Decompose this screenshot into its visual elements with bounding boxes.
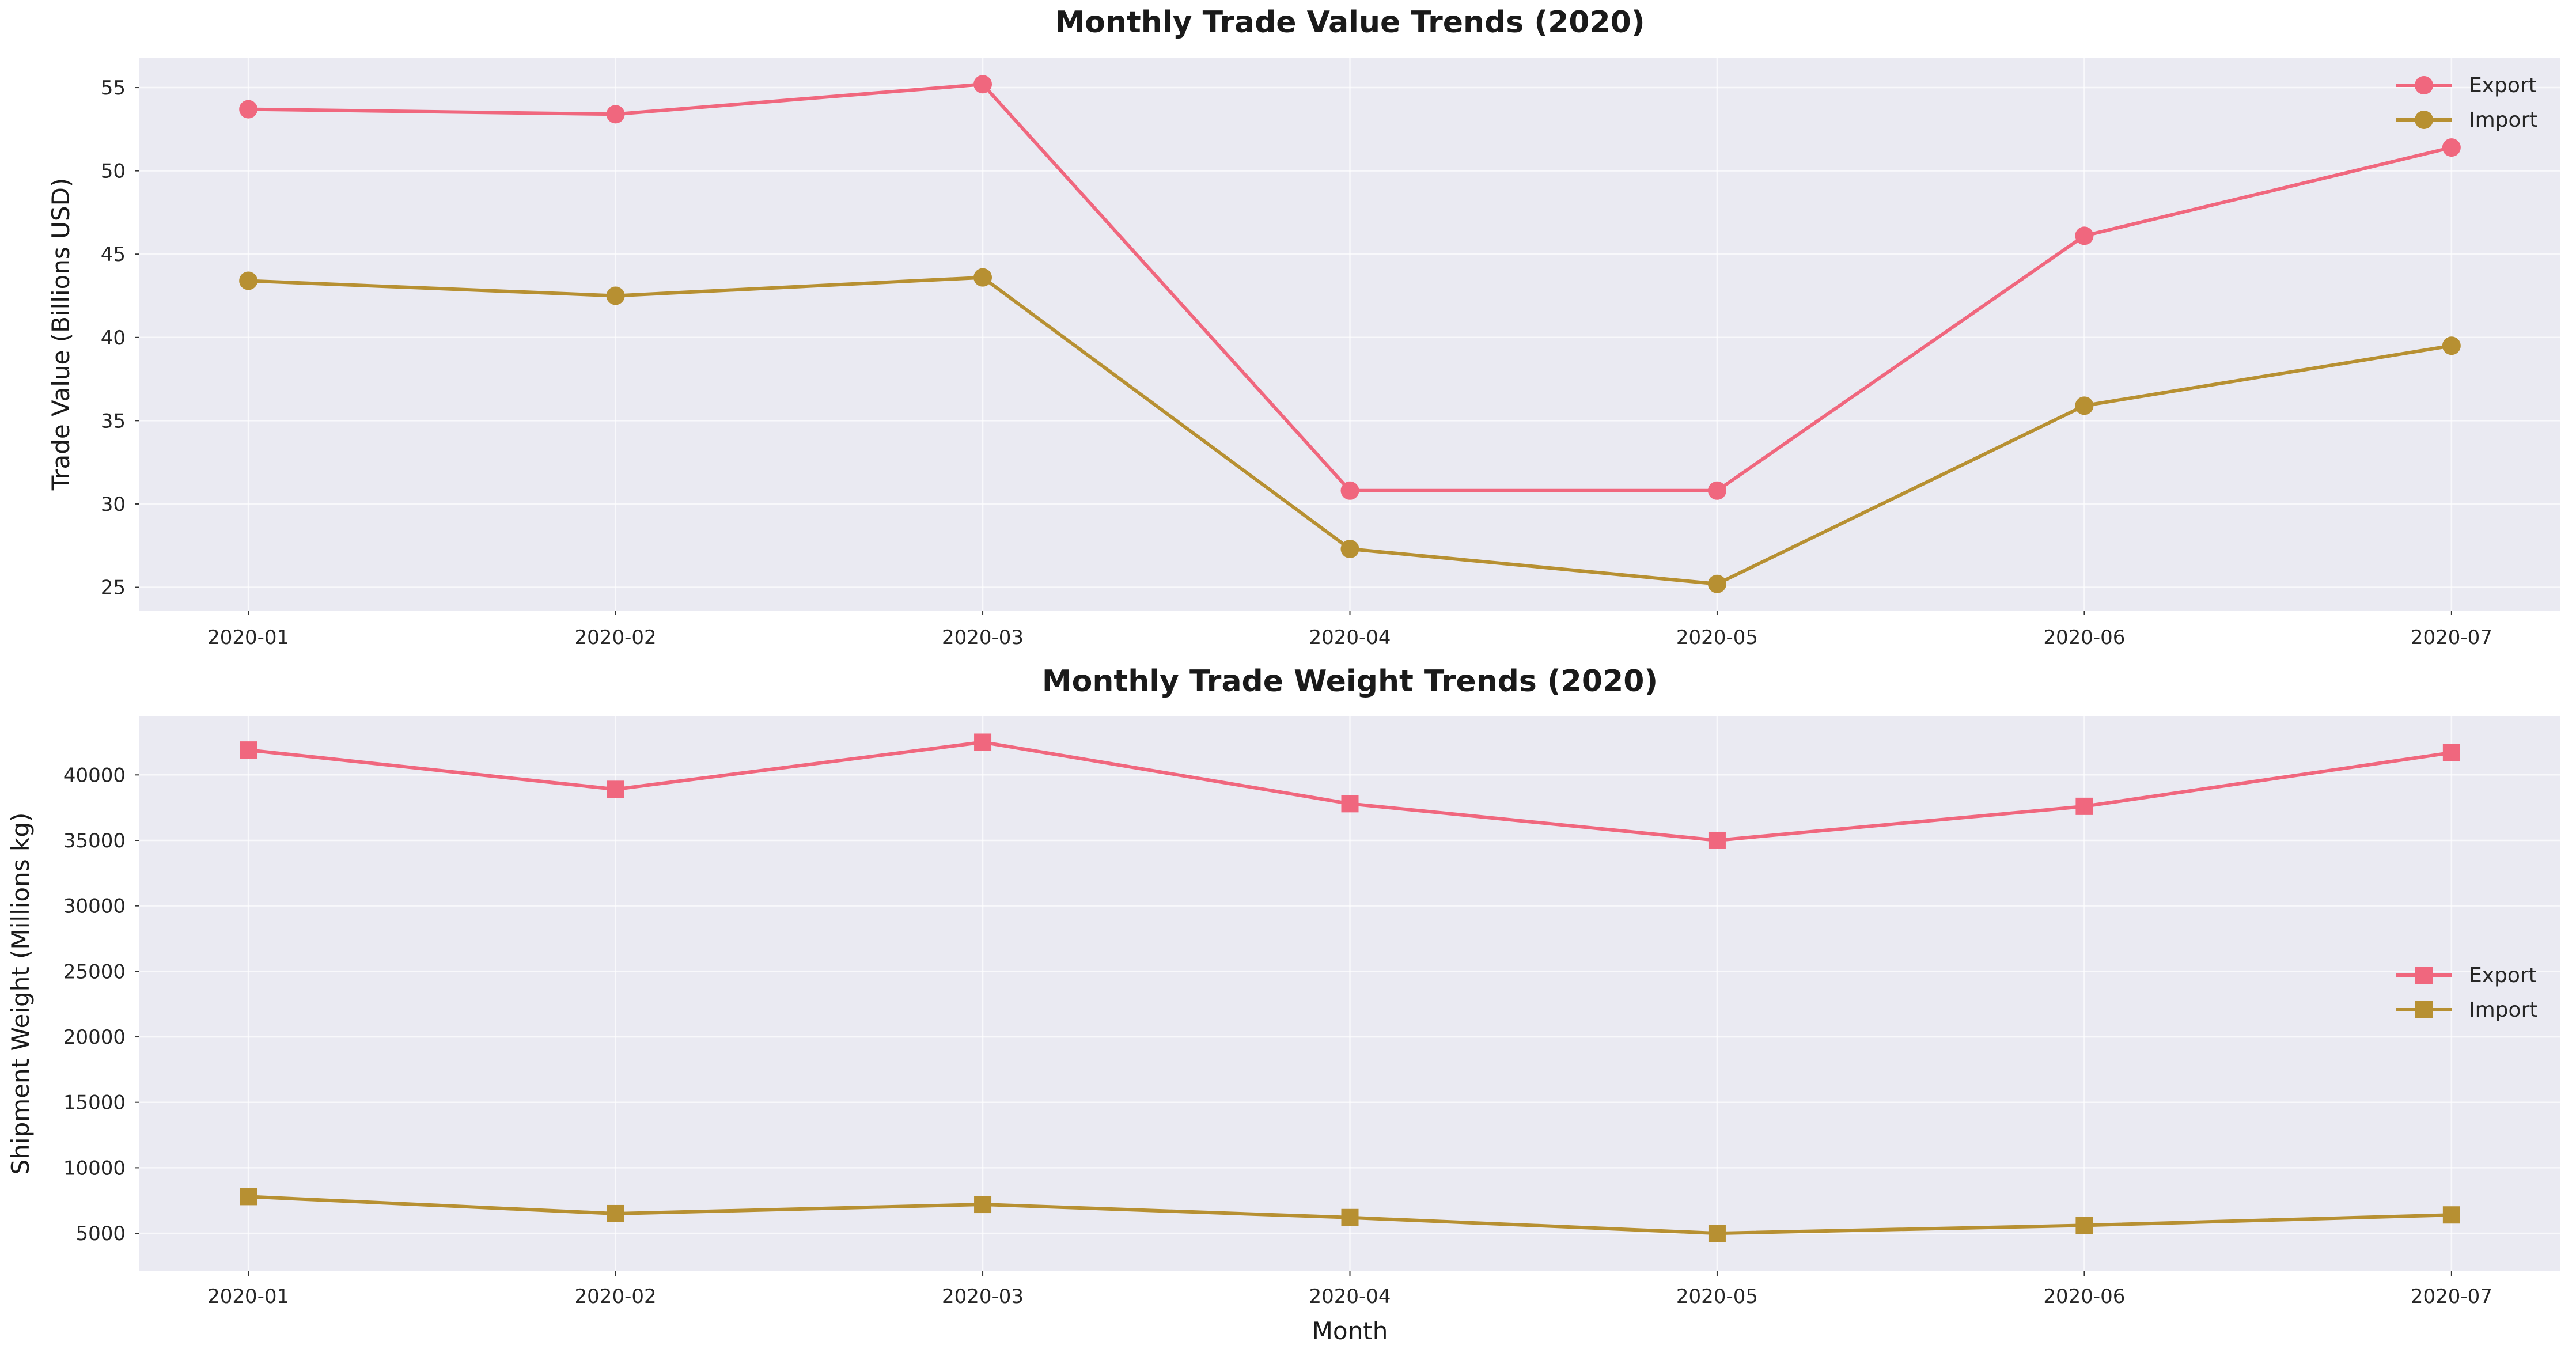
legend-marker bbox=[2415, 76, 2433, 94]
legend-label: Export bbox=[2469, 964, 2537, 987]
x-tick-label: 2020-02 bbox=[575, 1285, 657, 1308]
x-tick-label: 2020-04 bbox=[1309, 626, 1391, 649]
x-tick-label: 2020-02 bbox=[575, 626, 657, 649]
x-tick-label: 2020-05 bbox=[1676, 1285, 1758, 1308]
y-tick-label: 35 bbox=[101, 410, 126, 433]
y-tick-label: 30000 bbox=[63, 895, 126, 918]
grid-lines bbox=[139, 58, 2560, 611]
y-tick-label: 30 bbox=[101, 493, 126, 516]
data-point bbox=[2442, 138, 2461, 157]
data-point bbox=[973, 75, 992, 94]
series-export bbox=[239, 75, 2461, 500]
y-tick-label: 45 bbox=[101, 243, 126, 266]
data-point bbox=[1341, 795, 1359, 813]
data-point bbox=[239, 100, 258, 119]
chart-panel-1: 2020-01 2020-02 2020-03 2020-04 2020-05 2020-… bbox=[47, 5, 2560, 649]
y-axis-label: Trade Value (Billions USD) bbox=[47, 178, 75, 491]
y-tick-label: 5000 bbox=[75, 1222, 126, 1245]
data-point bbox=[1707, 574, 1726, 593]
x-tick-label: 2020-01 bbox=[207, 626, 289, 649]
x-tick-label: 2020-07 bbox=[2411, 1285, 2492, 1308]
series-import bbox=[239, 268, 2461, 593]
legend: Export Import bbox=[2396, 74, 2537, 132]
y-tick-label: 10000 bbox=[63, 1157, 126, 1180]
x-tick-label: 2020-07 bbox=[2411, 626, 2492, 649]
y-tick-label: 55 bbox=[101, 77, 126, 100]
data-point bbox=[606, 105, 625, 124]
legend-label: Import bbox=[2469, 108, 2537, 132]
data-point bbox=[1708, 831, 1726, 849]
chart-title: Monthly Trade Weight Trends (2020) bbox=[1042, 664, 1658, 699]
y-tick-label: 20000 bbox=[63, 1026, 126, 1049]
x-tick-label: 2020-06 bbox=[2043, 1285, 2125, 1308]
legend-marker bbox=[2415, 111, 2433, 129]
y-tick-label: 50 bbox=[101, 160, 126, 183]
data-point bbox=[240, 741, 257, 759]
grid-lines bbox=[139, 716, 2560, 1271]
legend-marker bbox=[2415, 1001, 2433, 1018]
x-tick-label: 2020-03 bbox=[942, 1285, 1024, 1308]
data-point bbox=[974, 733, 992, 751]
legend: Export Import bbox=[2396, 964, 2537, 1022]
x-tick-label: 2020-04 bbox=[1309, 1285, 1391, 1308]
data-point bbox=[2075, 797, 2093, 815]
data-point bbox=[239, 271, 258, 290]
legend-marker bbox=[2415, 967, 2433, 984]
data-point bbox=[2075, 396, 2094, 415]
x-tick-label: 2020-01 bbox=[207, 1285, 289, 1308]
data-point bbox=[240, 1188, 257, 1206]
data-point bbox=[2442, 336, 2461, 355]
y-tick-label: 25000 bbox=[63, 960, 126, 983]
legend-label: Export bbox=[2469, 74, 2537, 97]
data-point bbox=[974, 1196, 992, 1214]
y-tick-label: 15000 bbox=[63, 1092, 126, 1115]
x-tick-label: 2020-05 bbox=[1676, 626, 1758, 649]
data-point bbox=[1340, 481, 1359, 500]
legend-label: Import bbox=[2469, 998, 2537, 1022]
data-point bbox=[2442, 1206, 2460, 1224]
data-point bbox=[2075, 1217, 2093, 1234]
y-tick-label: 40 bbox=[101, 327, 126, 350]
data-point bbox=[607, 780, 624, 798]
chart-title: Monthly Trade Value Trends (2020) bbox=[1055, 5, 1645, 40]
y-tick-label: 40000 bbox=[63, 764, 126, 787]
x-tick-label: 2020-03 bbox=[942, 626, 1024, 649]
data-point bbox=[2442, 744, 2460, 761]
data-point bbox=[1340, 540, 1359, 559]
data-point bbox=[1707, 481, 1726, 500]
data-point bbox=[1708, 1225, 1726, 1242]
series-export bbox=[240, 733, 2460, 849]
series-import bbox=[240, 1188, 2460, 1242]
y-tick-label: 25 bbox=[101, 577, 126, 600]
x-tick-label: 2020-06 bbox=[2043, 626, 2125, 649]
data-point bbox=[1341, 1208, 1359, 1226]
data-point bbox=[606, 286, 625, 305]
data-point bbox=[973, 268, 992, 287]
data-point bbox=[607, 1204, 624, 1222]
y-tick-label: 35000 bbox=[63, 829, 126, 852]
y-axis-label: Shipment Weight (Millions kg) bbox=[6, 813, 35, 1175]
chart-panel-2: 2020-01 2020-02 2020-03 2020-04 2020-05 2020-… bbox=[6, 664, 2560, 1345]
x-axis-label: Month bbox=[1312, 1317, 1388, 1345]
data-point bbox=[2075, 226, 2094, 245]
